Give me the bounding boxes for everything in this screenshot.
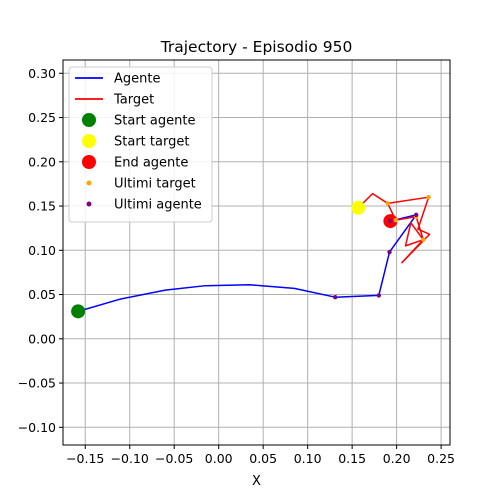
x-tick-label: 0.25 <box>427 451 455 466</box>
plot-frame <box>62 59 451 446</box>
legend-swatch-start-target <box>82 134 96 148</box>
point-ultimi-target <box>385 201 390 206</box>
y-tick-label: 0.30 <box>28 66 56 81</box>
legend-swatch-ultimi-agente <box>86 201 92 207</box>
legend-label-start-target: Start target <box>114 135 189 150</box>
point-ultimi-agente <box>376 293 382 298</box>
point-ultimi-agente <box>333 294 338 300</box>
legend-label-ultimi-target: Ultimi target <box>114 177 196 192</box>
x-tick-label: −0.10 <box>111 451 149 466</box>
legend: Agente Target Start agente Start target End … <box>68 66 213 223</box>
y-tick-label: −0.05 <box>18 376 56 391</box>
x-tick-label: 0.15 <box>338 451 366 466</box>
point-ultimi-target <box>426 194 431 200</box>
y-tick-label: 0.15 <box>28 199 56 214</box>
axis-ticks: −0.15 −0.10 −0.05 0.00 0.05 0.10 0.15 0.20 0.25 −… <box>18 66 455 466</box>
x-tick-label: 0.20 <box>383 451 411 466</box>
x-tick-label: −0.15 <box>66 451 104 466</box>
x-tick-label: −0.05 <box>155 451 193 466</box>
x-tick-label: 0.05 <box>249 451 277 466</box>
legend-label-agente: Agente <box>114 72 160 87</box>
y-tick-label: 0.20 <box>28 154 56 169</box>
legend-swatch-end-agente <box>82 155 96 169</box>
y-tick-label: −0.10 <box>18 420 56 435</box>
y-tick-label: 0.05 <box>28 287 56 302</box>
point-ultimi-agente <box>388 218 393 224</box>
marker-start-agente <box>71 304 86 319</box>
legend-label-target: Target <box>113 93 154 108</box>
point-ultimi-agente <box>387 249 392 255</box>
series-line-agente <box>77 214 417 313</box>
point-ultimi-target <box>393 217 398 223</box>
point-ultimi-agente <box>413 212 419 218</box>
x-axis-title: X <box>252 474 261 489</box>
legend-swatch-start-agente <box>82 113 96 127</box>
y-tick-label: 0.10 <box>28 243 56 258</box>
series-line-target <box>357 192 431 264</box>
legend-label-start-agente: Start agente <box>114 114 195 129</box>
x-tick-label: 0.10 <box>294 451 322 466</box>
legend-box <box>68 66 213 223</box>
marker-start-target <box>351 200 366 215</box>
legend-label-ultimi-agente: Ultimi agente <box>114 198 202 213</box>
x-tick-label: 0.00 <box>205 451 233 466</box>
legend-label-end-agente: End agente <box>114 156 188 171</box>
y-tick-label: 0.00 <box>28 331 56 346</box>
point-ultimi-target <box>421 237 426 242</box>
legend-swatch-ultimi-target <box>86 180 92 186</box>
grid-lines <box>63 60 450 445</box>
series-layer <box>71 192 431 319</box>
y-tick-label: 0.25 <box>28 110 56 125</box>
chart-title: Trajectory - Episodio 950 <box>160 38 353 56</box>
